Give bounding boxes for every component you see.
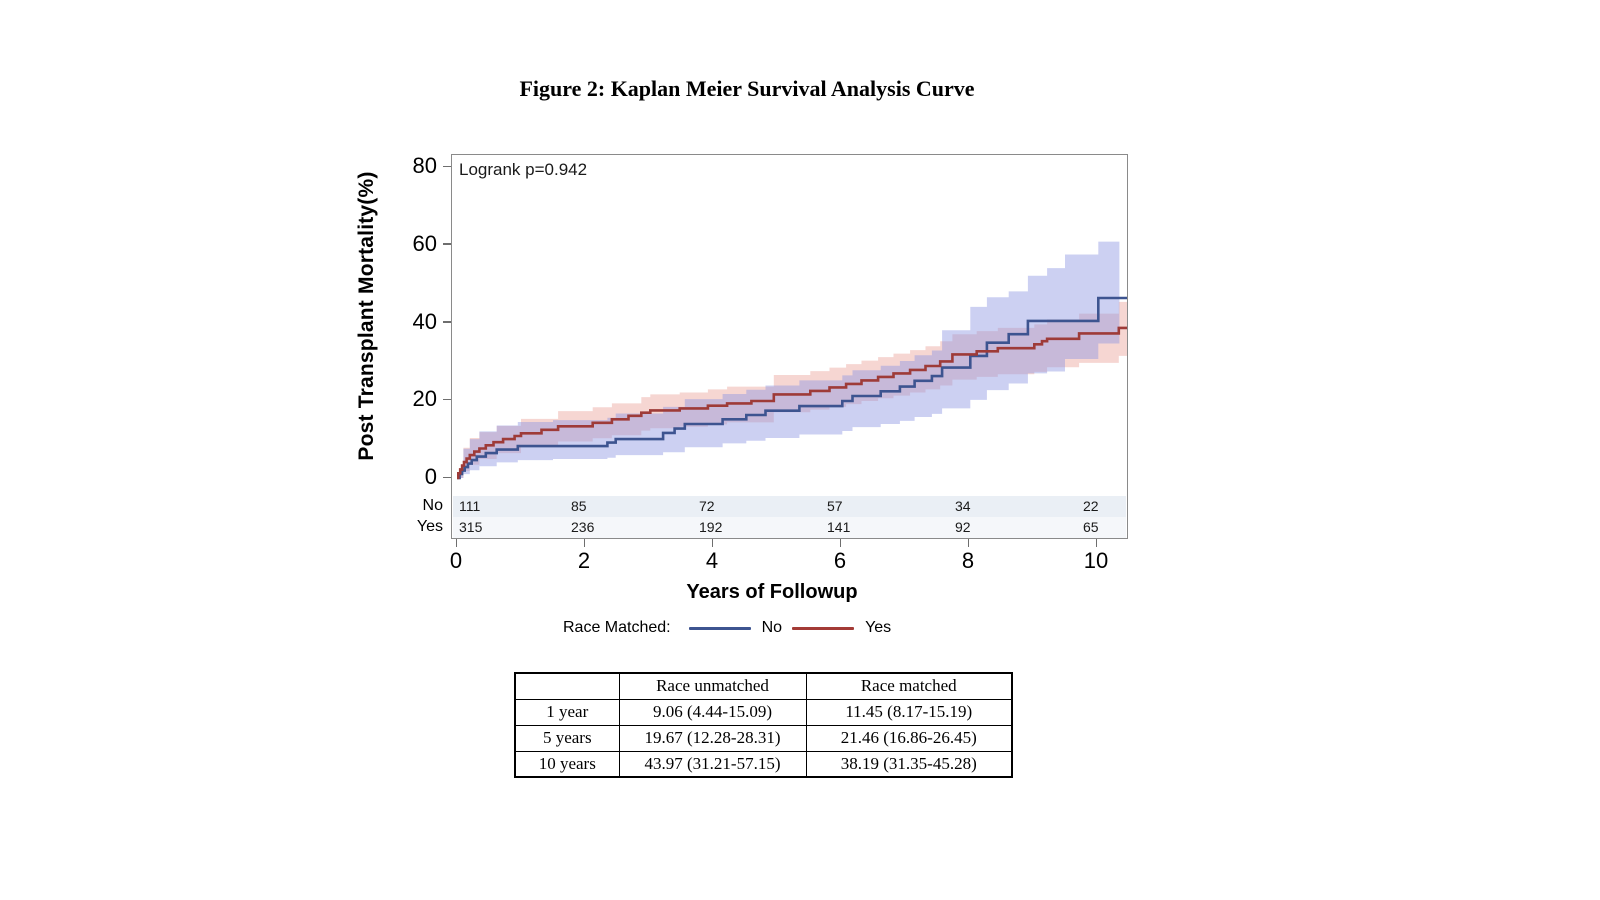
y-tick-label: 40: [412, 308, 437, 334]
at-risk-count: 85: [571, 498, 587, 514]
table-header-cell-unmatched: Race unmatched: [618, 672, 807, 700]
y-tick-mark: [443, 476, 451, 478]
table-value-cell: 11.45 (8.17-15.19): [805, 698, 1013, 726]
estimates-table-head: Race unmatched Race matched: [514, 672, 1013, 700]
at-risk-count: 57: [827, 498, 843, 514]
legend-title: Race Matched:: [563, 619, 671, 636]
at-risk-count: 236: [571, 519, 595, 535]
y-tick-mark: [443, 398, 451, 401]
table-value-cell: 19.67 (12.28-28.31): [618, 724, 807, 752]
x-tick-label: 4: [705, 548, 719, 573]
figure-title: Figure 2: Kaplan Meier Survival Analysis…: [519, 76, 975, 101]
at-risk-count: 22: [1083, 498, 1099, 514]
x-tick-label: 2: [577, 548, 591, 573]
legend: Race Matched: No Yes: [563, 616, 901, 640]
legend-item-label: Yes: [865, 619, 892, 636]
at-risk-count: 141: [827, 519, 851, 535]
at-risk-count: 34: [955, 498, 971, 514]
y-tick-mark: [443, 165, 451, 167]
y-tick-label: 0: [424, 464, 437, 489]
table-header-row: Race unmatched Race matched: [514, 672, 1013, 700]
km-curve-yes: [457, 326, 1127, 480]
at-risk-count: 92: [955, 519, 971, 535]
km-curve-no: [457, 296, 1127, 480]
km-plot-svg: [457, 241, 1127, 480]
table-value-cell: 21.46 (16.86-26.45): [805, 724, 1013, 752]
x-tick-mark: [583, 539, 585, 547]
survival-estimates-table: Race unmatched Race matched 1 year 9.06 (…: [514, 672, 1013, 778]
at-risk-count: 72: [699, 498, 715, 514]
y-tick-label: 80: [412, 153, 437, 178]
x-tick-label: 0: [449, 548, 463, 573]
legend-line-swatch-yes: [792, 626, 855, 630]
x-tick-mark: [1095, 539, 1097, 547]
x-tick-mark: [967, 539, 969, 547]
at-risk-row-label-no: No: [422, 497, 443, 514]
logrank-annotation: Logrank p=0.942: [459, 160, 588, 179]
table-row: 10 years 43.97 (31.21-57.15) 38.19 (31.35-…: [514, 750, 1013, 778]
at-risk-count: 65: [1083, 519, 1099, 535]
x-tick-label: 6: [833, 548, 847, 573]
table-value-cell: 38.19 (31.35-45.28): [805, 750, 1013, 778]
y-axis-title: Post Transplant Mortality(%): [355, 171, 378, 461]
y-tick-mark: [443, 321, 451, 323]
legend-item-label: No: [761, 619, 783, 636]
table-row: 5 years 19.67 (12.28-28.31) 21.46 (16.86-2…: [514, 724, 1013, 752]
y-tick-label: 60: [412, 230, 437, 256]
x-tick-label: 10: [1083, 548, 1109, 573]
table-header-cell-matched: Race matched: [805, 672, 1013, 700]
at-risk-row-bg: [453, 496, 1126, 517]
y-tick-mark: [443, 243, 451, 245]
x-axis-title: Years of Followup: [686, 581, 858, 603]
estimates-table-body: 1 year 9.06 (4.44-15.09) 11.45 (8.17-15.19…: [514, 698, 1013, 778]
at-risk-count: 111: [459, 498, 481, 514]
table-row: 1 year 9.06 (4.44-15.09) 11.45 (8.17-15.19…: [514, 698, 1013, 726]
table-row-header-cell: 10 years: [514, 750, 620, 778]
at-risk-count: 192: [699, 519, 723, 535]
x-tick-mark: [839, 539, 841, 547]
x-tick-mark: [711, 539, 713, 547]
x-tick-mark: [455, 539, 457, 547]
table-value-cell: 9.06 (4.44-15.09): [618, 698, 807, 726]
confidence-band-no: [457, 241, 1120, 478]
table-value-cell: 43.97 (31.21-57.15): [618, 750, 807, 778]
table-header-cell-blank: [514, 672, 620, 700]
table-row-header-cell: 1 year: [514, 698, 620, 726]
at-risk-row-label-yes: Yes: [416, 518, 443, 535]
y-tick-label: 20: [412, 386, 437, 412]
at-risk-count: 315: [459, 519, 483, 535]
table-row-header-cell: 5 years: [514, 724, 620, 752]
plot-area: 111 85 72 57 34 22 315 236 192 141 92 65: [451, 154, 1128, 539]
confidence-band-yes: [457, 301, 1127, 478]
legend-items: No Yes: [688, 619, 902, 637]
at-risk-row-bg: [453, 517, 1126, 538]
legend-line-swatch-no: [688, 626, 751, 630]
x-tick-label: 8: [961, 548, 975, 573]
